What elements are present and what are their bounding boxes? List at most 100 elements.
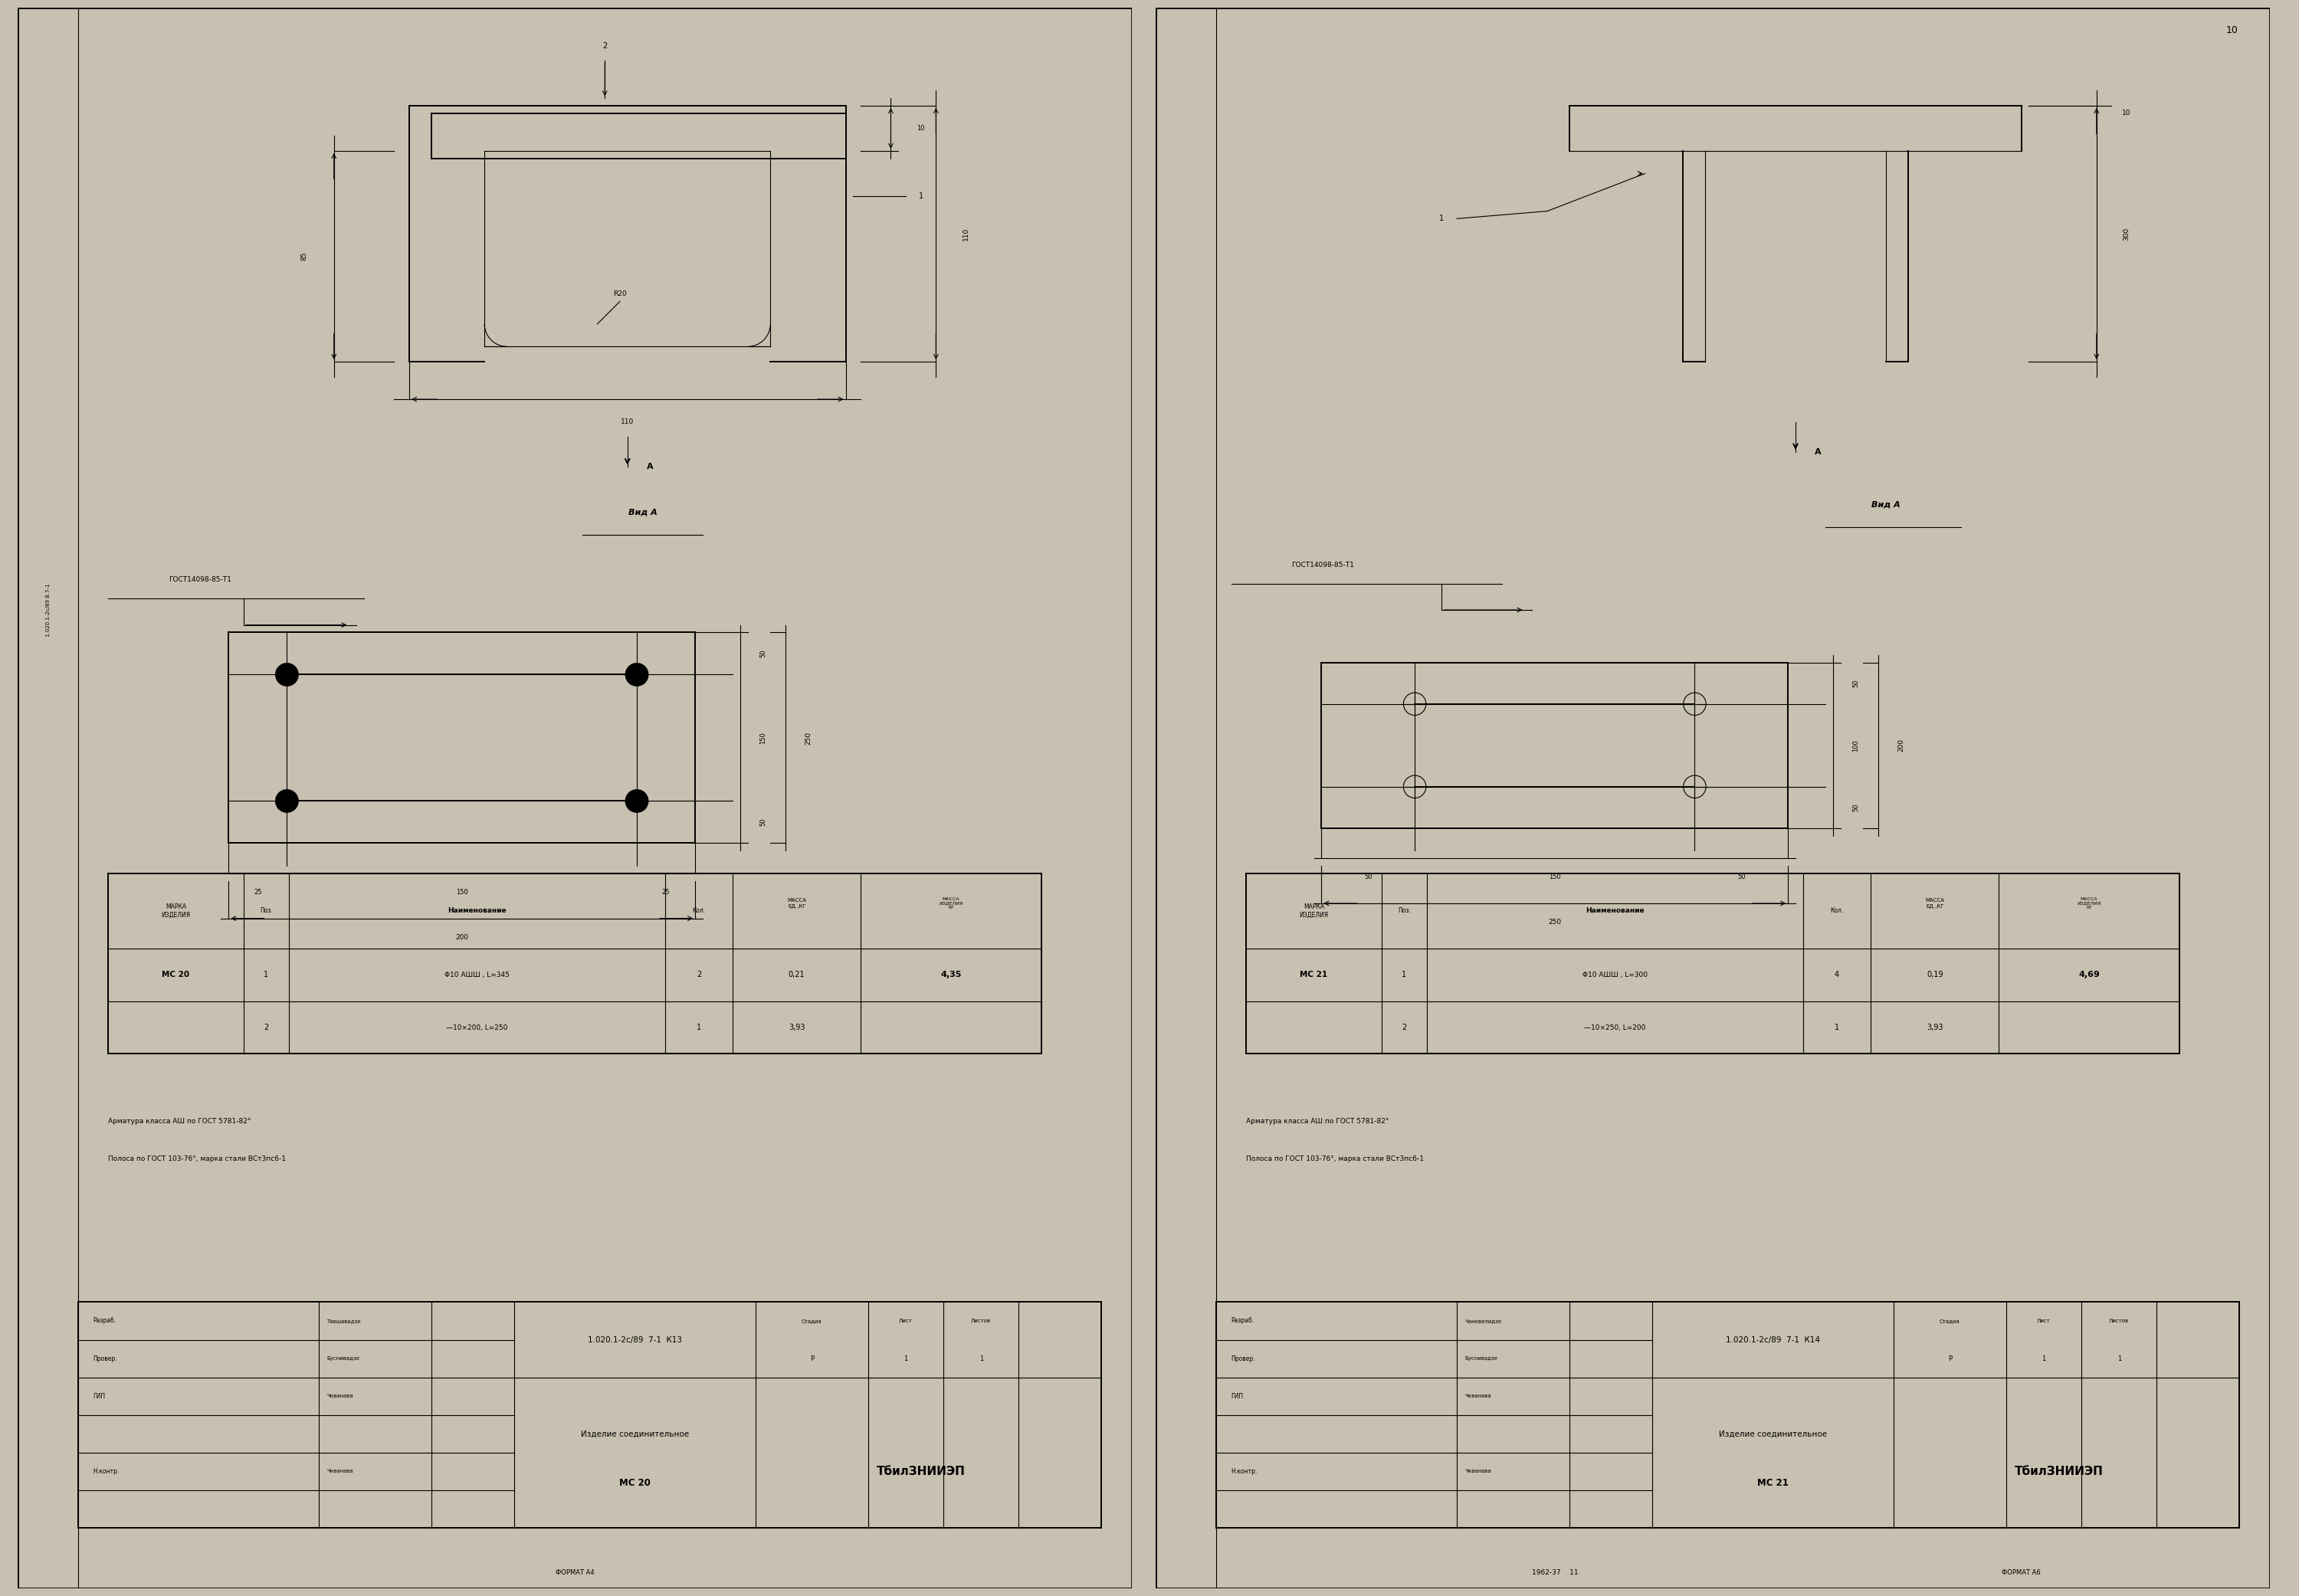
- Text: Разраб.: Разраб.: [1232, 1317, 1255, 1325]
- Text: 1: 1: [2042, 1355, 2046, 1361]
- Text: Тавшавадзе: Тавшавадзе: [326, 1318, 361, 1323]
- Text: МАРКА
ИЗДЕЛИЯ: МАРКА ИЗДЕЛИЯ: [1299, 903, 1329, 918]
- Text: 3,93: 3,93: [1927, 1023, 1943, 1031]
- Text: 2: 2: [1402, 1023, 1407, 1031]
- Text: 150: 150: [759, 733, 766, 744]
- Text: Поз.: Поз.: [260, 908, 274, 915]
- Text: 50: 50: [1853, 680, 1860, 688]
- Text: 85: 85: [301, 252, 308, 260]
- Bar: [228, 632, 694, 843]
- Text: 1.020.1-2c/89  7-1  К14: 1.020.1-2c/89 7-1 К14: [1727, 1336, 1821, 1344]
- Text: 150: 150: [1550, 873, 1561, 881]
- Text: ГОСТ14098-85-Т1: ГОСТ14098-85-Т1: [1292, 562, 1354, 568]
- Text: Наименование: Наименование: [448, 908, 506, 915]
- Text: Разраб.: Разраб.: [94, 1317, 117, 1325]
- Text: Полоса по ГОСТ 103-76°, марка стали ВСт3пс6-1: Полоса по ГОСТ 103-76°, марка стали ВСт3…: [108, 1156, 285, 1162]
- Text: Чкванава: Чкванава: [1464, 1468, 1492, 1473]
- Text: ТбилЗНИИЭП: ТбилЗНИИЭП: [2014, 1465, 2104, 1478]
- Bar: [1246, 873, 2179, 1053]
- Text: А: А: [646, 463, 653, 471]
- Text: 1: 1: [920, 192, 924, 200]
- Text: 50: 50: [759, 819, 766, 827]
- Text: 1: 1: [697, 1023, 701, 1031]
- Text: 1.020.1-2c/89  7-1  К13: 1.020.1-2c/89 7-1 К13: [589, 1336, 683, 1344]
- Text: МС 21: МС 21: [1299, 970, 1329, 978]
- Text: МАССА
ИЗДЕЛИЯ
КГ: МАССА ИЗДЕЛИЯ КГ: [2076, 897, 2101, 910]
- Text: Вид А: Вид А: [1871, 501, 1901, 509]
- Text: МС 21: МС 21: [1756, 1478, 1789, 1487]
- Text: R20: R20: [614, 290, 628, 297]
- Text: Наименование: Наименование: [1586, 908, 1644, 915]
- Text: 50: 50: [1363, 873, 1373, 881]
- Text: 0,19: 0,19: [1927, 970, 1943, 978]
- Text: 0,21: 0,21: [789, 970, 805, 978]
- Text: 250: 250: [805, 731, 812, 744]
- Circle shape: [276, 790, 299, 812]
- Text: Р: Р: [1947, 1355, 1952, 1361]
- Text: Буснивадзе: Буснивадзе: [326, 1357, 359, 1361]
- Text: А: А: [1814, 448, 1821, 456]
- Text: —10×200, L=250: —10×200, L=250: [446, 1025, 508, 1031]
- Circle shape: [625, 790, 648, 812]
- Text: 25: 25: [253, 889, 262, 895]
- Circle shape: [625, 664, 648, 686]
- Text: Изделие соединительное: Изделие соединительное: [582, 1430, 690, 1438]
- Text: ГИП: ГИП: [94, 1393, 106, 1400]
- Text: Н.контр.: Н.контр.: [94, 1468, 120, 1475]
- Text: 150: 150: [455, 889, 469, 895]
- Text: 10: 10: [2225, 26, 2239, 35]
- Text: Полоса по ГОСТ 103-76°, марка стали ВСт3пс6-1: Полоса по ГОСТ 103-76°, марка стали ВСт3…: [1246, 1156, 1423, 1162]
- Text: 25: 25: [662, 889, 669, 895]
- Text: 10: 10: [2122, 110, 2131, 117]
- Text: 50: 50: [1853, 803, 1860, 811]
- Text: Листов: Листов: [2108, 1318, 2129, 1323]
- Text: —10×250, L=200: —10×250, L=200: [1584, 1025, 1646, 1031]
- Bar: [108, 873, 1041, 1053]
- Text: 4: 4: [1835, 970, 1839, 978]
- Text: Стадия: Стадия: [802, 1318, 823, 1323]
- Text: Провер.: Провер.: [94, 1355, 117, 1361]
- Text: Арматура класса АШ по ГОСТ 5781-82°: Арматура класса АШ по ГОСТ 5781-82°: [1246, 1119, 1389, 1125]
- Text: Чкванава: Чкванава: [1464, 1393, 1492, 1398]
- Text: Н.контр.: Н.контр.: [1232, 1468, 1258, 1475]
- Text: 1: 1: [904, 1355, 908, 1361]
- Bar: [18, 8, 78, 1588]
- Text: МС 20: МС 20: [618, 1478, 651, 1487]
- Bar: [1216, 1302, 2239, 1527]
- Text: Φ10 АШШ , L=345: Φ10 АШШ , L=345: [444, 972, 510, 978]
- Text: Φ10 АШШ , L=300: Φ10 АШШ , L=300: [1582, 972, 1648, 978]
- Bar: [78, 1302, 1101, 1527]
- Text: 1: 1: [1835, 1023, 1839, 1031]
- Text: ГОСТ14098-85-Т1: ГОСТ14098-85-Т1: [168, 576, 232, 583]
- Text: Провер.: Провер.: [1232, 1355, 1255, 1361]
- Text: Буснивадзе: Буснивадзе: [1464, 1357, 1497, 1361]
- Text: 300: 300: [2124, 227, 2131, 241]
- Text: ГИП: ГИП: [1232, 1393, 1244, 1400]
- Text: 1: 1: [979, 1355, 984, 1361]
- Text: ТбилЗНИИЭП: ТбилЗНИИЭП: [876, 1465, 966, 1478]
- Text: 4,35: 4,35: [940, 970, 961, 978]
- Text: Чанквелидзе: Чанквелидзе: [1464, 1318, 1501, 1323]
- Text: Лист: Лист: [2037, 1318, 2051, 1323]
- Text: 1962-37    11: 1962-37 11: [1531, 1569, 1579, 1577]
- Text: МС 20: МС 20: [161, 970, 191, 978]
- Text: 1.020.1-2c/89 8.7-1: 1.020.1-2c/89 8.7-1: [46, 583, 51, 637]
- Text: 1: 1: [264, 970, 269, 978]
- Text: 250: 250: [1547, 919, 1561, 926]
- Text: МАРКА
ИЗДЕЛИЯ: МАРКА ИЗДЕЛИЯ: [161, 903, 191, 918]
- Text: 200: 200: [455, 934, 469, 940]
- Text: Чкванава: Чкванава: [326, 1468, 354, 1473]
- Text: Лист: Лист: [899, 1318, 913, 1323]
- Text: 2: 2: [264, 1023, 269, 1031]
- Text: Вид А: Вид А: [628, 508, 658, 516]
- Text: 50: 50: [759, 650, 766, 658]
- Text: ФОРМАТ А6: ФОРМАТ А6: [2002, 1569, 2042, 1577]
- Text: 50: 50: [1738, 873, 1745, 881]
- Text: 100: 100: [1853, 739, 1860, 752]
- Text: Изделие соединительное: Изделие соединительное: [1720, 1430, 1828, 1438]
- Text: 200: 200: [1897, 739, 1904, 752]
- Text: Р: Р: [809, 1355, 814, 1361]
- Text: 4,69: 4,69: [2078, 970, 2099, 978]
- Text: 2: 2: [602, 41, 607, 49]
- Text: 110: 110: [963, 227, 970, 241]
